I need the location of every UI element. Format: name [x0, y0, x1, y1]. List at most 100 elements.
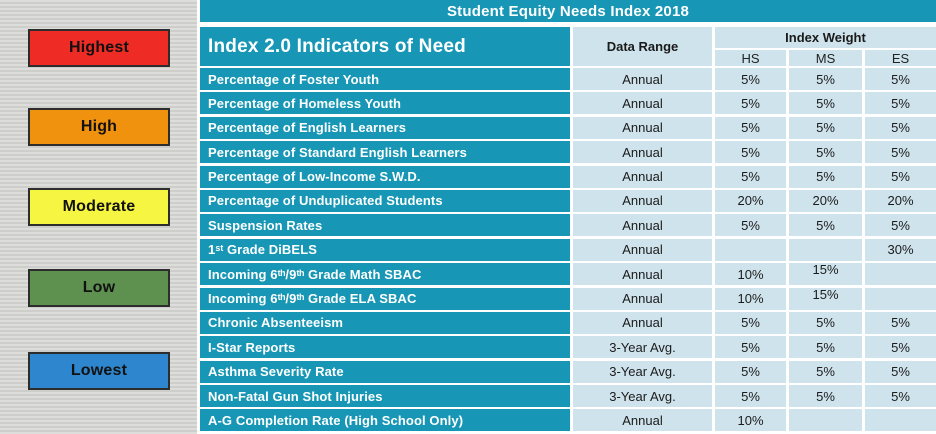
ms-weight-value: 5%: [789, 165, 862, 188]
legend-label-low: Low: [82, 279, 116, 296]
table-title: Student Equity Needs Index 2018: [200, 0, 936, 22]
ms-weight-value: 15%: [789, 287, 862, 310]
data-range-value: Annual: [573, 92, 712, 115]
table-body: Percentage of Foster Youth Annual 5% 5% …: [200, 68, 936, 432]
ms-weight-value: 5%: [789, 214, 862, 237]
indicator-label: Suspension Rates: [200, 214, 570, 237]
equity-index-table: Student Equity Needs Index 2018 Index 2.…: [200, 0, 936, 434]
ms-weight-value: [789, 238, 862, 261]
table-row: Percentage of Homeless Youth Annual 5% 5…: [200, 92, 936, 115]
legend-box-moderate: Moderate: [28, 188, 170, 226]
hs-weight-value: 5%: [715, 141, 786, 164]
es-weight-value: 5%: [865, 116, 936, 139]
table-row: Percentage of Foster Youth Annual 5% 5% …: [200, 68, 936, 90]
indicator-label: 1ˢᵗ Grade DiBELS: [200, 238, 570, 261]
data-range-value: Annual: [573, 287, 712, 310]
ms-weight-value: 5%: [789, 92, 862, 115]
es-weight-value: 5%: [865, 141, 936, 164]
data-range-value: 3-Year Avg.: [573, 336, 712, 359]
es-weight-value: 5%: [865, 92, 936, 115]
indicator-label: Percentage of Homeless Youth: [200, 92, 570, 115]
indicator-label: Incoming 6ᵗʰ/9ᵗʰ Grade ELA SBAC: [200, 287, 570, 310]
es-weight-value: 5%: [865, 385, 936, 408]
indicator-label: Percentage of Low-Income S.W.D.: [200, 165, 570, 188]
es-weight-value: 5%: [865, 214, 936, 237]
data-range-value: Annual: [573, 214, 712, 237]
data-range-value: Annual: [573, 141, 712, 164]
ms-weight-value: 5%: [789, 360, 862, 383]
table-row: I-Star Reports 3-Year Avg. 5% 5% 5%: [200, 336, 936, 359]
table-row: Percentage of Unduplicated Students Annu…: [200, 189, 936, 212]
data-range-value: Annual: [573, 263, 712, 286]
indicator-label: Non-Fatal Gun Shot Injuries: [200, 385, 570, 408]
table-row: Percentage of Low-Income S.W.D. Annual 5…: [200, 165, 936, 188]
data-range-value: Annual: [573, 311, 712, 334]
table-row: Suspension Rates Annual 5% 5% 5%: [200, 214, 936, 237]
data-range-value: Annual: [573, 409, 712, 432]
hs-weight-value: 5%: [715, 165, 786, 188]
table-row: 1ˢᵗ Grade DiBELS Annual 30%: [200, 238, 936, 261]
legend-label-highest: Highest: [68, 39, 130, 56]
es-weight-value: 20%: [865, 189, 936, 212]
ms-weight-value: 5%: [789, 311, 862, 334]
es-weight-value: [865, 409, 936, 432]
legend-label-lowest: Lowest: [70, 362, 128, 379]
hs-weight-value: [715, 238, 786, 261]
ms-weight-value: 5%: [789, 141, 862, 164]
table-row: Incoming 6ᵗʰ/9ᵗʰ Grade ELA SBAC Annual 1…: [200, 287, 936, 310]
table-row: Incoming 6ᵗʰ/9ᵗʰ Grade Math SBAC Annual …: [200, 263, 936, 286]
legend-box-low: Low: [28, 269, 170, 307]
legend-box-high: High: [28, 108, 170, 146]
es-weight-value: 5%: [865, 68, 936, 90]
ms-weight-value: 5%: [789, 336, 862, 359]
es-weight-value: 5%: [865, 311, 936, 334]
hs-weight-value: 5%: [715, 92, 786, 115]
legend-box-highest: Highest: [28, 29, 170, 67]
indicator-label: Asthma Severity Rate: [200, 360, 570, 383]
hs-column-header: HS: [715, 50, 786, 66]
need-level-legend: Highest High Moderate Low Lowest: [0, 0, 197, 434]
es-weight-value: [865, 263, 936, 286]
index-weight-group-header: Index Weight: [715, 27, 936, 48]
hs-weight-value: 5%: [715, 385, 786, 408]
hs-weight-value: 10%: [715, 409, 786, 432]
legend-label-high: High: [80, 118, 118, 135]
data-range-value: Annual: [573, 165, 712, 188]
es-weight-value: 5%: [865, 360, 936, 383]
hs-weight-value: 20%: [715, 189, 786, 212]
table-row: A-G Completion Rate (High School Only) A…: [200, 409, 936, 432]
data-range-column-header: Data Range: [573, 27, 712, 66]
hs-weight-value: 10%: [715, 263, 786, 286]
es-column-header: ES: [865, 50, 936, 66]
es-weight-value: 5%: [865, 165, 936, 188]
data-range-value: Annual: [573, 116, 712, 139]
es-weight-value: [865, 287, 936, 310]
hs-weight-value: 5%: [715, 214, 786, 237]
indicator-label: Percentage of English Learners: [200, 116, 570, 139]
table-row: Chronic Absenteeism Annual 5% 5% 5%: [200, 311, 936, 334]
hs-weight-value: 5%: [715, 336, 786, 359]
hs-weight-value: 5%: [715, 116, 786, 139]
legend-label-moderate: Moderate: [62, 198, 136, 215]
table-row: Percentage of English Learners Annual 5%…: [200, 116, 936, 139]
data-range-value: 3-Year Avg.: [573, 385, 712, 408]
legend-box-lowest: Lowest: [28, 352, 170, 390]
indicator-label: A-G Completion Rate (High School Only): [200, 409, 570, 432]
hs-weight-value: 5%: [715, 311, 786, 334]
indicator-column-header: Index 2.0 Indicators of Need: [200, 27, 570, 66]
table-row: Asthma Severity Rate 3-Year Avg. 5% 5% 5…: [200, 360, 936, 383]
table-row: Non-Fatal Gun Shot Injuries 3-Year Avg. …: [200, 385, 936, 408]
hs-weight-value: 10%: [715, 287, 786, 310]
indicator-label: Percentage of Standard English Learners: [200, 141, 570, 164]
ms-weight-value: 5%: [789, 116, 862, 139]
table-row: Percentage of Standard English Learners …: [200, 141, 936, 164]
es-weight-value: 30%: [865, 238, 936, 261]
ms-weight-value: 15%: [789, 263, 862, 286]
indicator-label: Percentage of Foster Youth: [200, 68, 570, 90]
ms-weight-value: [789, 409, 862, 432]
indicator-label: I-Star Reports: [200, 336, 570, 359]
data-range-value: Annual: [573, 238, 712, 261]
ms-weight-value: 20%: [789, 189, 862, 212]
indicator-label: Chronic Absenteeism: [200, 311, 570, 334]
hs-weight-value: 5%: [715, 68, 786, 90]
